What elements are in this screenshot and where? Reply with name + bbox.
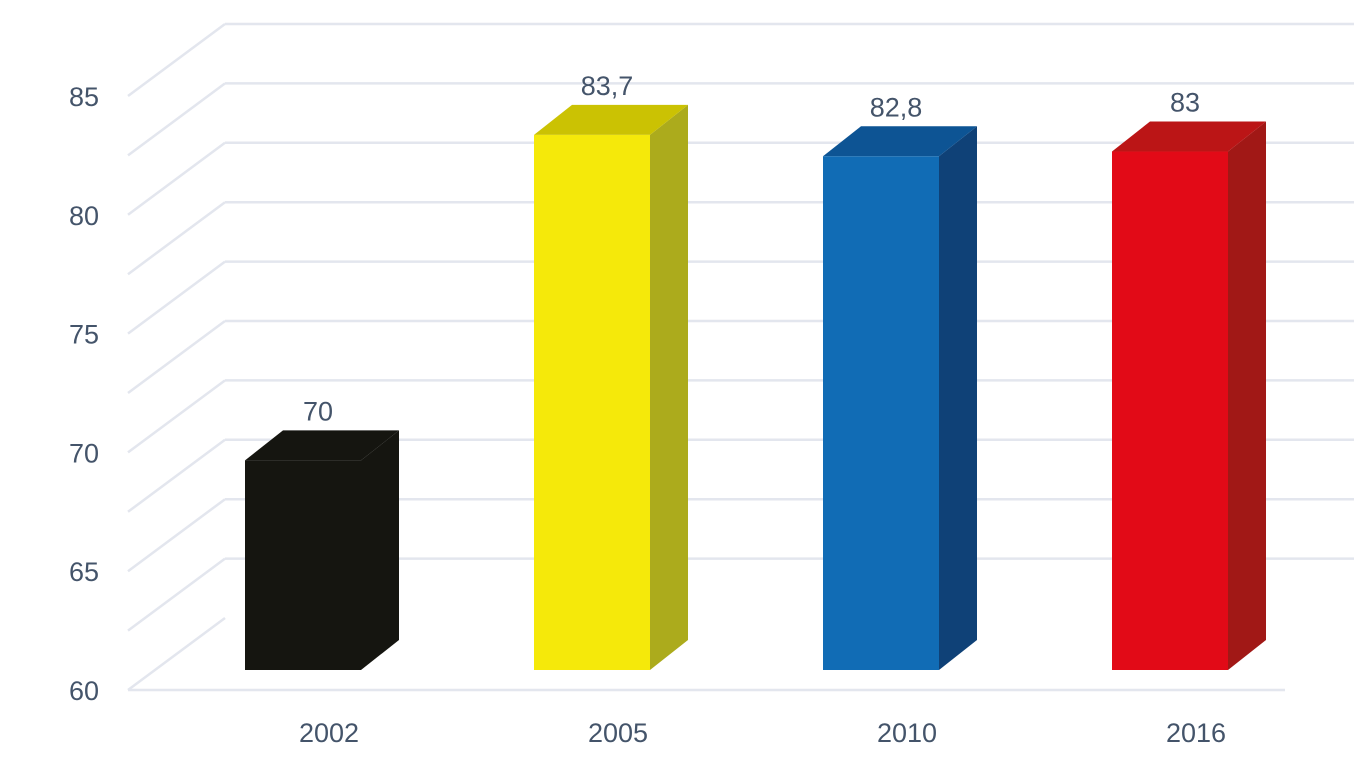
y-tick-label-70: 70	[69, 438, 99, 468]
y-tick-label-65: 65	[69, 557, 99, 587]
bar-side-face	[361, 430, 399, 670]
bar-2016	[1112, 121, 1266, 670]
bar-top-face	[823, 126, 977, 157]
y-axis-tick-labels: 60 65 70 75 80 85	[69, 82, 99, 706]
x-axis-category-labels: 2002 2005 2010 2016	[299, 718, 1226, 748]
bar-2010	[823, 126, 977, 671]
bar-side-face	[939, 126, 977, 671]
bar-side-face	[1228, 121, 1266, 670]
x-category-label-2016: 2016	[1166, 718, 1226, 748]
data-label-2002: 70	[303, 396, 333, 426]
x-category-label-2002: 2002	[299, 718, 359, 748]
data-label-2010: 82,8	[870, 92, 923, 122]
x-category-label-2005: 2005	[588, 718, 648, 748]
y-tick-label-60: 60	[69, 676, 99, 706]
bar-front-face	[1112, 151, 1228, 670]
x-category-label-2010: 2010	[877, 718, 937, 748]
gridline-minor	[127, 82, 1354, 157]
bar-side-face	[650, 104, 688, 670]
data-labels: 70 83,7 82,8 83	[303, 71, 1200, 427]
gridline-60	[127, 616, 1285, 692]
y-tick-label-80: 80	[69, 201, 99, 231]
bar-2005	[534, 104, 688, 670]
gridline-85	[127, 22, 1354, 98]
bar-top-face	[534, 104, 688, 135]
bar-2002	[245, 430, 399, 670]
data-label-2005: 83,7	[581, 71, 634, 101]
data-label-2016: 83	[1170, 88, 1200, 118]
bar-top-face	[1112, 121, 1266, 152]
bar-front-face	[534, 134, 650, 670]
y-tick-label-75: 75	[69, 320, 99, 350]
bars	[245, 104, 1266, 671]
bar-front-face	[245, 460, 361, 670]
y-tick-label-85: 85	[69, 82, 99, 112]
bar-front-face	[823, 156, 939, 671]
bar-top-face	[245, 430, 399, 461]
